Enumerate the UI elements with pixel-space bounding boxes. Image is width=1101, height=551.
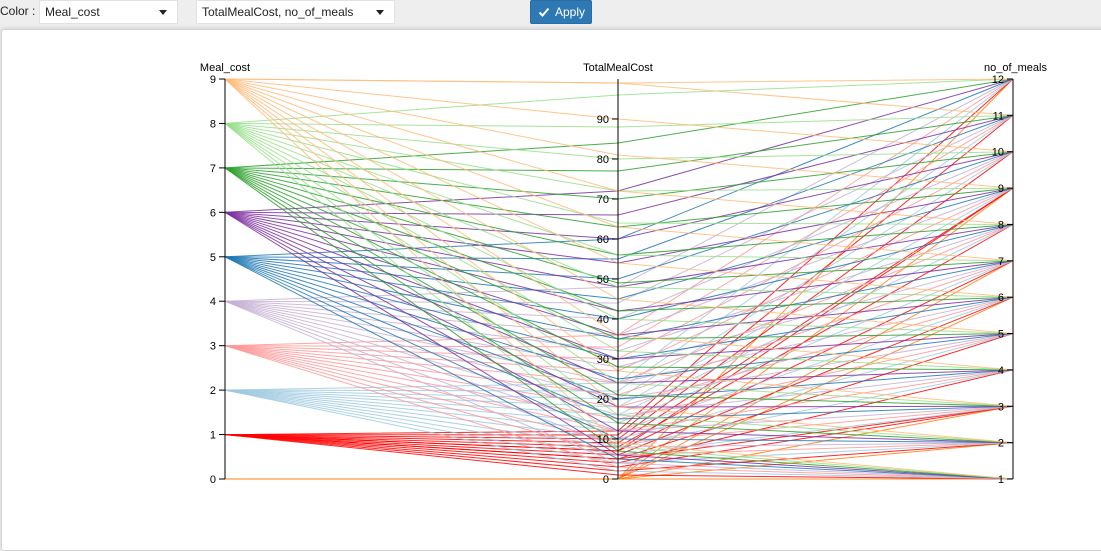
color-select-value: Meal_cost	[45, 5, 100, 19]
check-icon	[538, 7, 550, 17]
tick-label: 8	[210, 118, 216, 130]
tick-label: 8	[998, 219, 1004, 231]
chart-panel	[1, 29, 1101, 551]
tick-label: 4	[998, 365, 1004, 377]
axis-title[interactable]: TotalMealCost	[583, 62, 653, 74]
tick-label: 80	[597, 154, 609, 166]
axis-1: 0 10 20 30 40 50 60 70 80 90 TotalMealCost	[583, 62, 653, 486]
record-line	[224, 114, 1014, 128]
axis-title[interactable]: Meal_cost	[200, 62, 250, 74]
tick-label: 2	[210, 385, 216, 397]
columns-select[interactable]: TotalMealCost, no_of_meals	[196, 0, 395, 24]
tick-label: 3	[210, 341, 216, 353]
record-line	[224, 114, 1014, 348]
chevron-down-icon	[159, 10, 167, 15]
tick-label: 20	[597, 394, 609, 406]
tick-label: 40	[597, 314, 609, 326]
record-line	[224, 122, 1014, 225]
record-line	[224, 211, 1014, 444]
tick-label: 60	[597, 234, 609, 246]
tick-label: 5	[210, 252, 216, 264]
tick-label: 1	[998, 474, 1004, 486]
tick-label: 7	[210, 163, 216, 175]
tick-label: 10	[597, 434, 609, 446]
tick-label: 9	[210, 74, 216, 86]
polylines	[224, 78, 1014, 480]
apply-button[interactable]: Apply	[530, 0, 592, 24]
tick-label: 0	[210, 474, 216, 486]
columns-select-value: TotalMealCost, no_of_meals	[202, 5, 354, 19]
record-line	[224, 78, 1014, 124]
tick-label: 6	[210, 207, 216, 219]
chevron-down-icon	[376, 10, 384, 15]
record-line	[224, 333, 1014, 460]
tick-label: 9	[998, 183, 1004, 195]
axis-title[interactable]: no_of_meals	[984, 62, 1047, 74]
color-select[interactable]: Meal_cost	[39, 0, 178, 24]
tick-label: 50	[597, 274, 609, 286]
tick-label: 2	[998, 438, 1004, 450]
tick-label: 12	[992, 74, 1004, 86]
tick-label: 5	[998, 329, 1004, 341]
tick-label: 90	[597, 114, 609, 126]
record-line	[225, 442, 1014, 480]
tick-label: 11	[993, 110, 1004, 122]
record-line	[224, 389, 1014, 464]
tick-label: 3	[998, 401, 1004, 413]
toolbar: Color : Meal_cost TotalMealCost, no_of_m…	[0, 0, 1101, 26]
apply-label: Apply	[555, 5, 586, 19]
record-line	[224, 78, 1014, 84]
record-line	[224, 122, 1014, 192]
tick-label: 0	[603, 474, 609, 486]
record-line	[224, 434, 1014, 472]
record-line	[224, 187, 1014, 372]
tick-label: 10	[992, 147, 1004, 159]
tick-label: 4	[210, 296, 216, 308]
tick-label: 1	[210, 430, 216, 442]
axes: 0123456789Meal_cost0102030405060708090To…	[200, 62, 1048, 486]
record-line	[224, 78, 1014, 116]
tick-label: 30	[597, 354, 609, 366]
tick-label: 70	[597, 194, 609, 206]
tick-label: 7	[998, 256, 1004, 268]
color-label: Color :	[0, 4, 36, 18]
tick-label: 6	[998, 292, 1004, 304]
